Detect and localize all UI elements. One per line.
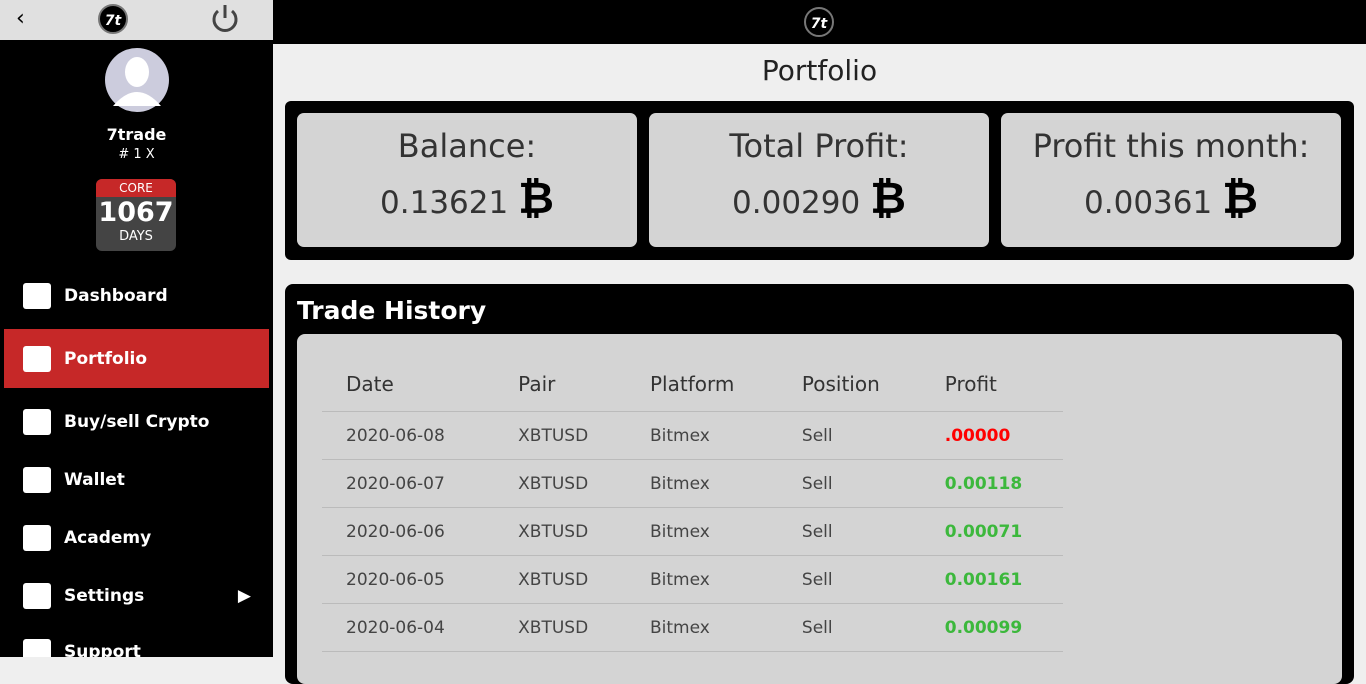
column-header: Pair (494, 356, 626, 412)
table-cell: 2020-06-04 (322, 603, 495, 652)
currency-symbol: ₿ (518, 173, 554, 224)
table-cell: Sell (777, 555, 921, 604)
menu-item[interactable]: Portfolio (4, 329, 269, 388)
table-panel: Date Pair Platform Position Profit 2020-06-08… (297, 334, 1342, 684)
card-label: Profit this month: (1032, 127, 1310, 165)
card-value-line: 0.13621 ₿ (297, 173, 637, 224)
table-cell: 0.00071 (920, 507, 1063, 556)
power-button[interactable] (208, 2, 242, 36)
menu-icon (23, 466, 51, 493)
menu-icon (23, 638, 51, 657)
sidebar: ‹ 7t 7trade # 1 X CORE 1067 DAYS Dashboa… (0, 0, 273, 657)
table-cell: Bitmex (625, 411, 778, 460)
menu-label: Dashboard (64, 285, 168, 306)
submenu-arrow: ▶ (237, 585, 251, 606)
sidebar-header: ‹ 7t (0, 0, 273, 40)
history-panel: Trade History Date Pair Platform Position Pr… (285, 284, 1354, 684)
table-cell: Sell (777, 507, 921, 556)
menu-icon (23, 408, 51, 435)
username: 7trade (106, 125, 167, 144)
badge-number: 1067 (98, 197, 174, 228)
currency-symbol: ₿ (870, 173, 906, 224)
table-cell: 0.00161 (920, 555, 1063, 604)
back-button[interactable]: ‹ (16, 6, 25, 31)
table-cell: Bitmex (625, 555, 778, 604)
menu-label: Support (64, 641, 141, 658)
column-header: Profit (920, 356, 1063, 412)
badge: CORE 1067 DAYS (96, 179, 176, 251)
table-cell: Bitmex (625, 603, 778, 652)
card-label: Total Profit: (729, 127, 909, 165)
table-cell: 2020-06-06 (322, 507, 495, 556)
table-cell: Sell (777, 603, 921, 652)
summary-card: Profit this month: 0.00361 ₿ (1001, 113, 1341, 247)
page-title: Portfolio (761, 54, 878, 87)
table-cell: .00000 (920, 411, 1063, 460)
menu-icon (23, 524, 51, 551)
table-cell: XBTUSD (494, 603, 626, 652)
currency-symbol: ₿ (1222, 173, 1258, 224)
column-header: Platform (625, 356, 778, 412)
logo: 7t (804, 7, 834, 37)
history-title: Trade History (297, 296, 487, 325)
user-rank: # 1 X (118, 147, 155, 162)
avatar (105, 48, 169, 112)
table-cell: XBTUSD (494, 411, 626, 460)
table-row: 2020-06-07 XBTUSD Bitmex Sell 0.00118 (322, 459, 1063, 508)
table-cell: 2020-06-08 (322, 411, 495, 460)
table-cell: XBTUSD (494, 555, 626, 604)
menu-icon (23, 282, 51, 309)
table-cell: XBTUSD (494, 507, 626, 556)
card-value-line: 0.00361 ₿ (1001, 173, 1341, 224)
table-cell: XBTUSD (494, 459, 626, 508)
menu-label: Buy/sell Crypto (64, 411, 210, 432)
table-cell: 2020-06-05 (322, 555, 495, 604)
table-cell: Sell (777, 411, 921, 460)
menu-icon (23, 582, 51, 609)
menu-label: Academy (64, 527, 152, 548)
summary-card: Total Profit: 0.00290 ₿ (649, 113, 989, 247)
menu-item[interactable]: Buy/sell Crypto (4, 392, 269, 451)
table-cell: 2020-06-07 (322, 459, 495, 508)
badge-bottom: DAYS (119, 229, 153, 244)
menu-label: Wallet (64, 469, 125, 490)
menu-item[interactable]: Settings ▶ (4, 566, 269, 625)
card-label: Balance: (397, 127, 537, 165)
logo: 7t (98, 4, 128, 34)
card-value-line: 0.00290 ₿ (649, 173, 989, 224)
menu-item[interactable]: Support (4, 622, 269, 657)
badge-top: CORE (96, 179, 176, 197)
table-cell: 0.00118 (920, 459, 1063, 508)
menu-icon (23, 345, 51, 372)
topbar: 7t (273, 0, 1366, 44)
table-row: 2020-06-04 XBTUSD Bitmex Sell 0.00099 (322, 603, 1063, 652)
menu-label: Portfolio (64, 348, 148, 369)
trade-table: Date Pair Platform Position Profit 2020-06-08… (322, 356, 1063, 652)
table-row: 2020-06-08 XBTUSD Bitmex Sell .00000 (322, 411, 1063, 460)
table-cell: 0.00099 (920, 603, 1063, 652)
column-header: Date (322, 356, 495, 412)
table-row: 2020-06-05 XBTUSD Bitmex Sell 0.00161 (322, 555, 1063, 604)
card-value: 0.00361 (1084, 185, 1213, 221)
menu-item[interactable]: Dashboard (4, 266, 269, 325)
menu-item[interactable]: Academy (4, 508, 269, 567)
table-row: 2020-06-06 XBTUSD Bitmex Sell 0.00071 (322, 507, 1063, 556)
summary-card: Balance: 0.13621 ₿ (297, 113, 637, 247)
column-header: Position (777, 356, 921, 412)
menu-item[interactable]: Wallet (4, 450, 269, 509)
table-cell: Sell (777, 459, 921, 508)
menu-label: Settings (64, 585, 145, 606)
table-cell: Bitmex (625, 507, 778, 556)
card-value: 0.00290 (732, 185, 861, 221)
card-value: 0.13621 (380, 185, 509, 221)
table-cell: Bitmex (625, 459, 778, 508)
